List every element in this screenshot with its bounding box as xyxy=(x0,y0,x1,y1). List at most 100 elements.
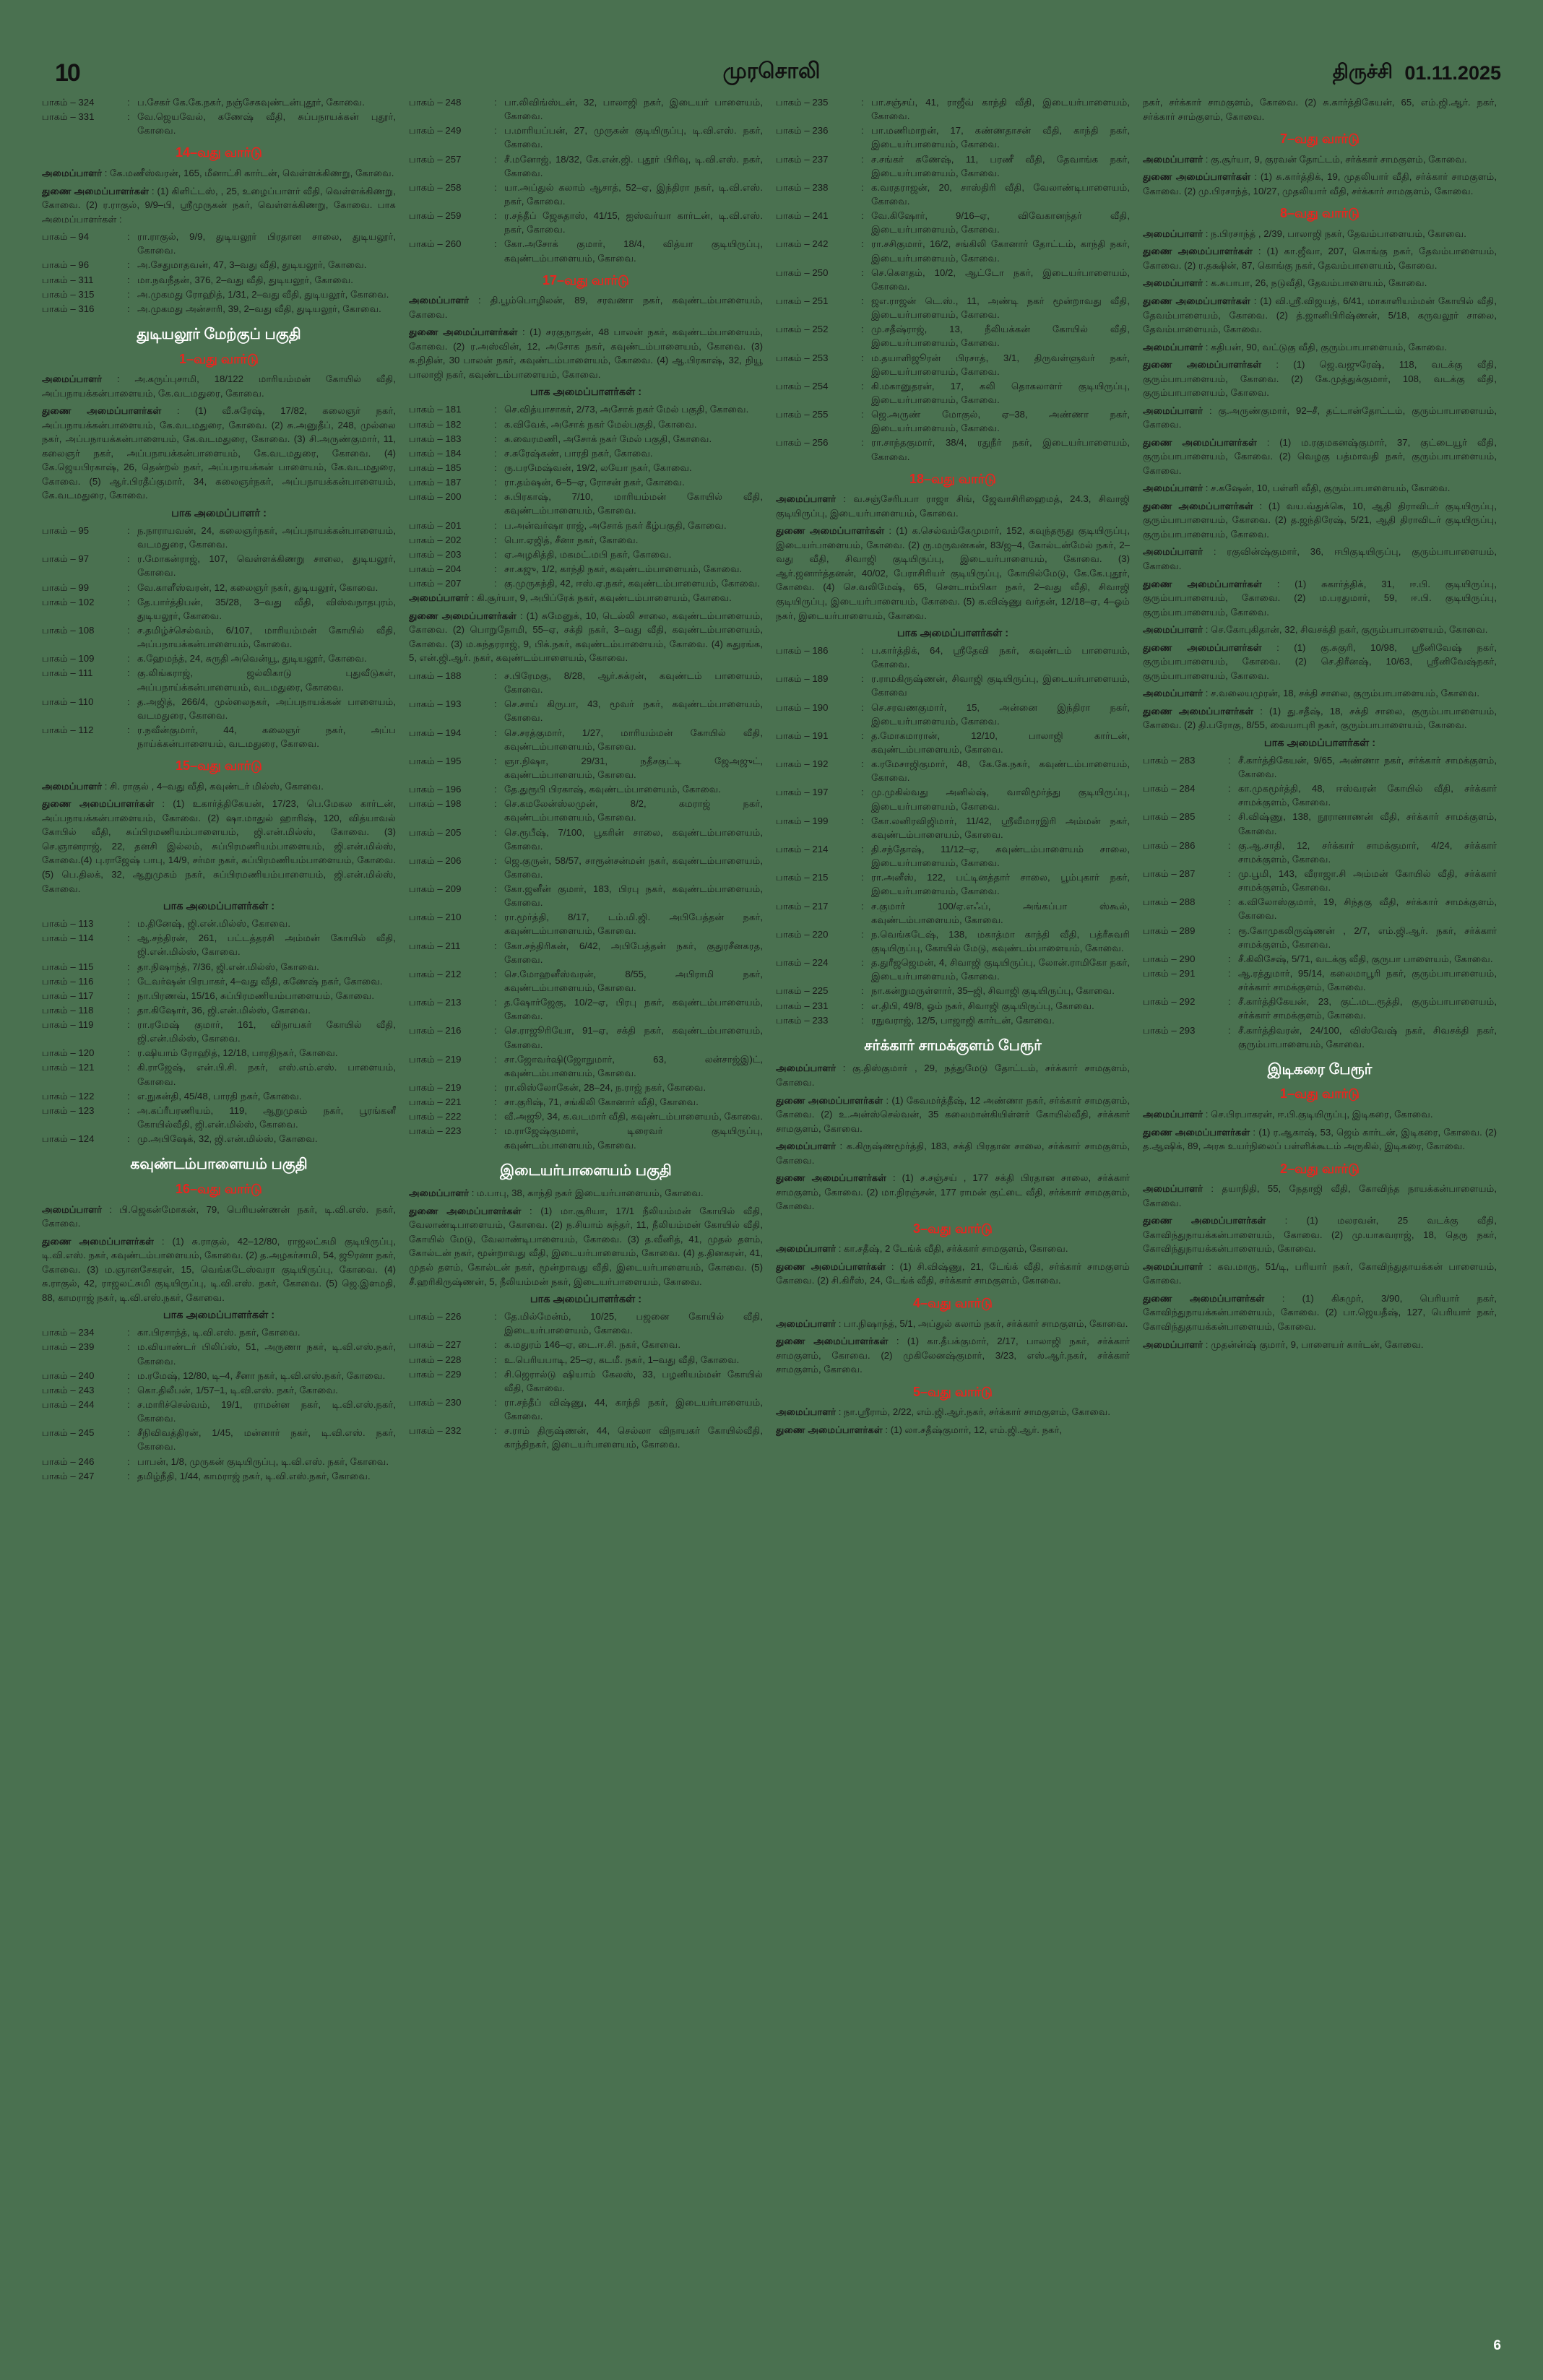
organizer-entry: துணை அமைப்பாளர்கள் : (1) சுகார்த்திக், 3… xyxy=(1143,577,1497,620)
entry-role-label: அமைப்பாளர் xyxy=(1143,1260,1203,1272)
part-detail-text: த.ஷோர்ஜேகு, 10/2–ஏ, பிரபு நகர், கவுண்டம்… xyxy=(504,997,763,1022)
entry-role-label: துணை அமைப்பாளர்கள் xyxy=(1143,1292,1265,1304)
part-number: பாகம் – 124 xyxy=(42,1133,95,1145)
entry-role-label: அமைப்பாளர் xyxy=(1143,624,1203,636)
part-number: பாகம் – 232 xyxy=(409,1425,462,1437)
part-colon: : xyxy=(1228,925,1231,936)
part-number: பாகம் – 331 xyxy=(42,111,95,123)
part-entry-row: பாகம் – 228: உ.பெரியபாடி, 25–ஏ, கடமீ. நகர… xyxy=(409,1353,763,1367)
part-detail-text: எ.நுகன்தி, 45/48, பாரதி நகர், கோவை. xyxy=(137,1090,302,1102)
part-detail-text: ச.ராம் திருஷ்ணன், 44, செல்லா விநாயகர் கோ… xyxy=(504,1425,763,1450)
ward-heading: 1–வது வார்டு xyxy=(1280,1086,1360,1102)
part-number: பாகம் – 222 xyxy=(409,1111,462,1122)
part-colon: : xyxy=(494,477,497,488)
entry-role-label: அமைப்பாளர் xyxy=(1143,153,1203,165)
part-colon: : xyxy=(127,1384,130,1395)
part-number: பாகம் – 235 xyxy=(776,97,829,108)
part-number: பாகம் – 213 xyxy=(409,997,462,1008)
entry-detail-text: : (1) சுகார்த்திக், 31, ஈ.பி. குடியிருப்… xyxy=(1143,578,1497,618)
part-entry-row: பாகம் – 253: ம.தயாளிஜூரன் பிரசாத், 3/1, த… xyxy=(776,351,1130,378)
part-entry-row: பாகம் – 99: வே.காளீஸ்வரன், 12, கலைஞர் நகர… xyxy=(42,581,396,594)
entry-role-label: அமைப்பாளர் xyxy=(1143,228,1203,239)
part-entry-row: பாகம் – 249: ப.மாரியப்பன், 27, முருகன் கு… xyxy=(409,124,763,151)
part-detail-text: மா.நவநீதன், 376, 2–வது வீதி, துடியலூர், … xyxy=(137,274,353,285)
part-detail-text: வே.ஜெயவேல், கணேஷ் வீதி, சுப்பநாயக்கன் பு… xyxy=(137,111,396,137)
part-entry-row: பாகம் – 121: கி.ராஜேஷ், என்.பி.சி. நகர், … xyxy=(42,1060,396,1088)
part-colon: : xyxy=(127,1047,130,1059)
entry-detail-text: : (1) சி.விஷ்ணு, 21, டேங்க் வீதி, சர்க்க… xyxy=(776,1260,1130,1286)
entry-role-label: துணை அமைப்பாளர்கள் xyxy=(1143,1215,1266,1226)
part-colon: : xyxy=(127,653,130,665)
part-detail-text: கு.ஆ.சாதி, 12, சர்க்கார் சாமக்குமார், 4/… xyxy=(1238,839,1497,865)
part-detail-text: ரா.சசிகுமார், 16/2, சங்கிலி கோனார் தோட்ட… xyxy=(871,238,1130,264)
part-detail-text: ம.தினேஷ், ஜி.என்.மில்ஸ், கோவை. xyxy=(137,918,291,930)
part-colon: : xyxy=(1228,1024,1231,1036)
part-colon: : xyxy=(127,1398,130,1410)
part-detail-text: ரா.சாந்தகுமார், 38/4, ரதுநீர் நகர், இடைய… xyxy=(871,437,1130,462)
part-detail-text: க.மதுரம் 146–ஏ, டை.ஈ.சி. நகர், கோவை. xyxy=(504,1339,680,1351)
organizer-entry: அமைப்பாளர் : பி.ஜெகன்மோகன், 79, பெரியண்ண… xyxy=(42,1203,396,1231)
area-section-heading: கவுண்டம்பாளையம் பகுதி xyxy=(130,1156,308,1173)
organizer-entry: அமைப்பாளர் : வ.சஞ்சேரிபபா ராஜா சிங், ஜேவ… xyxy=(776,492,1130,520)
part-entry-row: பாகம் – 293: சீ.கார்த்திவரன், 24/100, விஸ… xyxy=(1143,1024,1497,1051)
part-number: பாகம் – 189 xyxy=(776,673,829,685)
organizer-entry: துணை அமைப்பாளர்கள் : (1) கேவமர்த்தீஷ், 1… xyxy=(776,1094,1130,1136)
entry-detail-text: : (1) ச.சஞ்சய் , 177 சக்தி பிரதான சாலை, … xyxy=(776,1172,1130,1212)
part-detail-text: ந.நாராயவன், 24, கலைஞர்நகர், அப்பநாயக்கன்… xyxy=(137,524,396,550)
entry-role-label: அமைப்பாளர் xyxy=(776,493,837,505)
entry-detail-text: : செ.கோபுகிதான், 32, சிவசக்தி நகர், குரு… xyxy=(1203,624,1488,636)
part-detail-text: கொ.திலீபன், 1/57–1, டி.வி.எஸ். நகர், கோவ… xyxy=(137,1384,338,1395)
organizer-entry: அமைப்பாளர் : கவ.மாரு, 51/டி, பரியார் நகர… xyxy=(1143,1260,1497,1288)
ward-heading: 2–வது வார்டு xyxy=(1280,1161,1360,1176)
organizer-entry: அமைப்பாளர் : முதன்ன்ஷ் குமார், 9, பாளையர… xyxy=(1143,1338,1497,1352)
part-number: பாகம் – 219 xyxy=(409,1053,462,1065)
entry-detail-text: : (1) கா.ஜீவா, 207, கொங்கு நகர், தேவம்பா… xyxy=(1143,246,1497,271)
part-entry-row: பாகம் – 184: ச.சுரேஷ்கண், பாரதி நகர், கோவ… xyxy=(409,446,763,460)
part-colon: : xyxy=(861,409,864,420)
part-entry-row: பாகம் – 259: ர.சந்தீப் ஜேசுதாஸ், 41/15, ஐ… xyxy=(409,209,763,236)
part-entry-row: பாகம் – 217: ச.குமார் 100/ஏ.எஃப், அங்கப்ப… xyxy=(776,899,1130,927)
part-colon: : xyxy=(494,210,497,222)
entry-detail-text: : (1) கிசுமுர், 3/90, பெரியார் நகர், கோவ… xyxy=(1143,1292,1497,1332)
entry-detail-text: : பி.ஜெகன்மோகன், 79, பெரியண்ணன் நகர், டி… xyxy=(42,1203,396,1229)
part-detail-text: சீ.கார்த்திகேயன், 23, குட்.மட.ரூத்தி, கு… xyxy=(1238,996,1497,1021)
organizer-entry: அமைப்பாளர் : ச.கஷேன், 10, பள்ளி வீதி, கு… xyxy=(1143,481,1497,496)
part-entry-row: பாகம் – 209: கோ.ஜனீன் குமார், 183, பிரபு … xyxy=(409,882,763,909)
part-colon: : xyxy=(494,181,497,193)
part-entry-row: பாகம் – 221: சா.குரிஷ், 71, சங்கிலி கோனார… xyxy=(409,1095,763,1109)
part-entry-row: பாகம் – 245: சீநிவிவத்திரன், 1/45, மன்னார… xyxy=(42,1426,396,1453)
part-colon: : xyxy=(1228,811,1231,823)
entry-detail-text: : கவ.மாரு, 51/டி, பரியார் நகர், கோவிந்து… xyxy=(1143,1260,1497,1286)
part-detail-text: ச.தமிழ்ச்செல்வம், 6/107, மாரியம்மன் கோயி… xyxy=(137,624,396,650)
organizer-entry: துணை அமைப்பாளர்கள் : (1) து.சதீஷ், 18, ச… xyxy=(1143,704,1497,732)
part-detail-text: பா.சஞ்சய், 41, ராஜீவ் காந்தி வீதி, இடையர… xyxy=(871,97,1130,122)
masthead: 10 முரசொலி திருச்சி 01.11.2025 xyxy=(0,56,1543,90)
part-entry-row: பாகம் – 186: ப.கார்த்திக், 64, ஸ்ரீதேவி ந… xyxy=(776,644,1130,671)
part-entry-row: பாகம் – 240: ம.ரமேஷ், 12/80, டி–4, சீனா ந… xyxy=(42,1369,396,1382)
part-colon: : xyxy=(861,1014,864,1026)
part-entry-row: பாகம் – 291: ஆ.ரத்துமார், 95/14, கலைமாபூர… xyxy=(1143,966,1497,994)
entry-role-label: அமைப்பாளர் xyxy=(1143,1338,1203,1350)
part-colon: : xyxy=(494,1354,497,1365)
part-entry-row: பாகம் – 188: ச.பிரேமகு, 8/28, ஆர்.சுக்ரன்… xyxy=(409,669,763,696)
organizer-entry: அமைப்பாளர் : க.கிருஷ்ணமூர்த்தி, 183, சக்… xyxy=(776,1139,1130,1167)
part-colon: : xyxy=(494,519,497,531)
part-number: பாகம் – 96 xyxy=(42,259,90,271)
part-colon: : xyxy=(127,932,130,944)
part-detail-text: கு.லிங்கராஜ், ஜல்லிகாடு புதுவீடுகள், அப்… xyxy=(137,667,396,693)
part-entry-row: பாகம் – 205: செ.ரூபீஷ், 7/100, பூகரின் சா… xyxy=(409,826,763,853)
part-number: பாகம் – 202 xyxy=(409,534,462,545)
part-number: பாகம் – 94 xyxy=(42,231,90,243)
part-entry-row: பாகம் – 189: ர.ராமகிருஷ்ணன், சிவாஜி குடிய… xyxy=(776,672,1130,699)
organizer-entry: அமைப்பாளர் : கு.சூர்யா, 9, குரவன் தோட்டம… xyxy=(1143,152,1497,167)
organizer-entry: அமைப்பாளர் : செ.கோபுகிதான், 32, சிவசக்தி… xyxy=(1143,623,1497,637)
part-entry-row: பாகம் – 331: வே.ஜெயவேல், கணேஷ் வீதி, சுப்… xyxy=(42,110,396,137)
part-number: பாகம் – 286 xyxy=(1143,839,1196,851)
organizer-entry: அமைப்பாளர் : ந.பிரசாந்த் , 2/39, பாலாஜி … xyxy=(1143,227,1497,241)
part-entry-row: பாகம் – 116: டேவர்ஷன் பிரபாகர், 4–வது வீத… xyxy=(42,974,396,988)
part-number: பாகம் – 111 xyxy=(42,667,93,679)
part-entry-row: பாகம் – 230: ரா.சந்தீப் விஷ்ணு, 44, காந்த… xyxy=(409,1395,763,1423)
organizer-entry: துணை அமைப்பாளர்கள் : (1) சுமேனுக், 10, ட… xyxy=(409,609,763,665)
part-entry-row: பாகம் – 111: கு.லிங்கராஜ், ஜல்லிகாடு புது… xyxy=(42,666,396,693)
organizer-entry: அமைப்பாளர் : கு.திஸ்குமார் , 29, நத்துமே… xyxy=(776,1061,1130,1089)
